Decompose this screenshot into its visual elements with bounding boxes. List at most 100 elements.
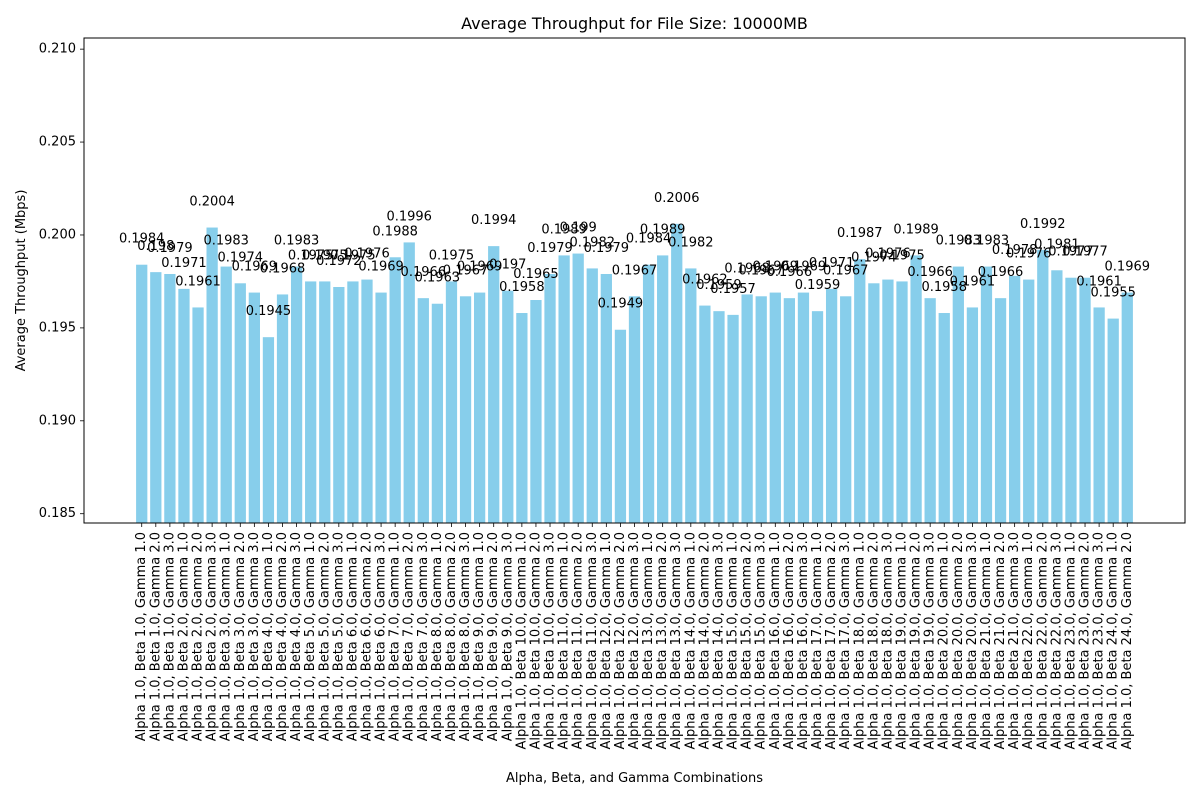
bar-value-label: 0.1968 [260, 261, 306, 276]
x-tick-label: Alpha 1.0, Beta 4.0, Gamma 3.0 [289, 532, 304, 741]
x-tick-label: Alpha 1.0, Beta 16.0, Gamma 2.0 [782, 532, 797, 750]
bar-value-label: 0.1974 [218, 250, 264, 265]
bar-value-label: 0.1967 [443, 263, 489, 278]
bar-value-label: 0.1994 [471, 213, 517, 228]
bar-value-label: 0.1969 [753, 260, 799, 275]
x-tick-label: Alpha 1.0, Beta 11.0, Gamma 1.0 [557, 532, 572, 750]
x-tick-label: Alpha 1.0, Beta 15.0, Gamma 3.0 [754, 532, 769, 750]
bar [713, 311, 725, 523]
bar [1093, 307, 1105, 523]
x-tick-label: Alpha 1.0, Beta 9.0, Gamma 3.0 [500, 532, 515, 741]
x-tick-label: Alpha 1.0, Beta 9.0, Gamma 1.0 [472, 532, 487, 741]
x-tick-label: Alpha 1.0, Beta 3.0, Gamma 2.0 [233, 532, 248, 741]
x-tick-label: Alpha 1.0, Beta 17.0, Gamma 2.0 [824, 532, 839, 750]
bar-value-label: 0.1982 [570, 235, 616, 250]
x-axis: Alpha 1.0, Beta 1.0, Gamma 1.0 Alpha 1.0,… [134, 523, 1135, 750]
y-tick-label: 0.210 [39, 42, 76, 57]
x-tick-label: Alpha 1.0, Beta 3.0, Gamma 1.0 [219, 532, 234, 741]
x-tick-label: Alpha 1.0, Beta 21.0, Gamma 3.0 [1007, 532, 1022, 750]
bar [952, 266, 964, 523]
y-tick-label: 0.195 [39, 320, 76, 335]
bar-value-label: 0.1989 [893, 222, 939, 237]
x-tick-label: Alpha 1.0, Beta 23.0, Gamma 3.0 [1092, 532, 1107, 750]
bar [896, 281, 908, 523]
bar-value-label: 0.1967 [612, 263, 658, 278]
x-tick-label: Alpha 1.0, Beta 14.0, Gamma 3.0 [711, 532, 726, 750]
bar-value-label: 0.1981 [1034, 237, 1080, 252]
bar-value-label: 0.1988 [372, 224, 418, 239]
y-tick-label: 0.190 [39, 413, 76, 428]
bar-value-label: 0.1976 [865, 247, 911, 262]
bar [347, 281, 359, 523]
x-tick-label: Alpha 1.0, Beta 22.0, Gamma 3.0 [1049, 532, 1064, 750]
bar [234, 283, 246, 523]
bar [403, 242, 415, 523]
x-tick-label: Alpha 1.0, Beta 1.0, Gamma 1.0 [134, 532, 149, 741]
bar-value-label: 0.1961 [175, 274, 221, 289]
bar-value-label: 0.1987 [837, 226, 883, 241]
bar-value-label: 0.1959 [696, 278, 742, 293]
y-axis-label: Average Throughput (Mbps) [14, 190, 29, 372]
bar [1079, 277, 1091, 523]
bar [741, 294, 753, 523]
bar [305, 281, 317, 523]
bar [854, 259, 866, 523]
bar [840, 296, 852, 523]
bar [882, 279, 894, 523]
bar [924, 298, 936, 523]
x-axis-label: Alpha, Beta, and Gamma Combinations [506, 771, 763, 786]
bar-value-label: 0.1961 [1076, 274, 1122, 289]
x-tick-label: Alpha 1.0, Beta 7.0, Gamma 2.0 [402, 532, 417, 741]
bar [431, 303, 444, 523]
bar [319, 281, 331, 523]
bar-value-label: 0.1965 [513, 267, 559, 282]
bar [938, 313, 950, 523]
x-tick-label: Alpha 1.0, Beta 15.0, Gamma 2.0 [740, 532, 755, 750]
bar [1121, 292, 1133, 523]
x-tick-label: Alpha 1.0, Beta 20.0, Gamma 3.0 [965, 532, 980, 750]
y-tick-label: 0.200 [39, 227, 76, 242]
bar-value-label: 0.1961 [950, 274, 996, 289]
bar-value-label: 0.1975 [302, 248, 348, 263]
bar [558, 255, 570, 523]
bar [910, 255, 922, 523]
bar-value-label: 0.1989 [541, 222, 587, 237]
x-tick-label: Alpha 1.0, Beta 12.0, Gamma 3.0 [627, 532, 642, 750]
x-tick-label: Alpha 1.0, Beta 6.0, Gamma 3.0 [374, 532, 389, 741]
bar [445, 281, 458, 523]
x-tick-label: Alpha 1.0, Beta 23.0, Gamma 1.0 [1063, 532, 1078, 750]
bar-value-label: 0.199 [560, 221, 597, 236]
bar [586, 268, 598, 523]
bar-value-label: 0.1979 [584, 241, 630, 256]
bar [657, 255, 669, 523]
bar [516, 313, 528, 523]
bar [783, 298, 796, 523]
bar-value-label: 0.1976 [344, 247, 390, 262]
x-tick-label: Alpha 1.0, Beta 17.0, Gamma 1.0 [810, 532, 825, 750]
bar [290, 266, 303, 523]
x-tick-label: Alpha 1.0, Beta 7.0, Gamma 1.0 [388, 532, 403, 741]
x-tick-label: Alpha 1.0, Beta 10.0, Gamma 1.0 [514, 532, 529, 750]
bar-value-label: 0.1966 [978, 265, 1024, 280]
bar-value-label: 0.1969 [457, 260, 503, 275]
x-tick-label: Alpha 1.0, Beta 7.0, Gamma 3.0 [416, 532, 431, 741]
bar-value-label: 0.1969 [358, 260, 404, 275]
bar [755, 296, 767, 523]
x-tick-label: Alpha 1.0, Beta 20.0, Gamma 2.0 [951, 532, 966, 750]
bar-value-label: 0.2004 [189, 195, 235, 210]
bar-value-label: 0.1969 [1105, 260, 1151, 275]
bar [375, 292, 387, 523]
bar [600, 273, 612, 523]
bar [178, 288, 190, 523]
x-tick-label: Alpha 1.0, Beta 4.0, Gamma 1.0 [261, 532, 276, 741]
x-tick-label: Alpha 1.0, Beta 17.0, Gamma 3.0 [838, 532, 853, 750]
bar-value-label: 0.1978 [992, 243, 1038, 258]
bar-value-label: 0.1967 [823, 263, 869, 278]
bar [727, 314, 739, 523]
x-tick-label: Alpha 1.0, Beta 5.0, Gamma 2.0 [317, 532, 332, 741]
bar [530, 300, 542, 523]
bar-value-label: 0.1983 [936, 234, 982, 249]
bar [206, 227, 218, 524]
